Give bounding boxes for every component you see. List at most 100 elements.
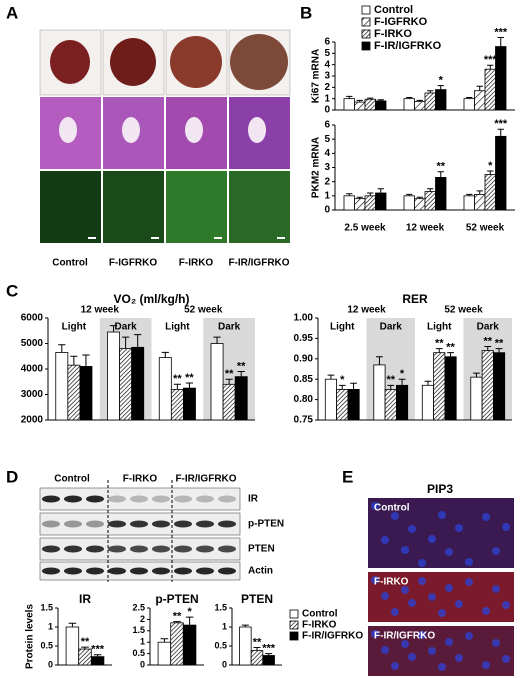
significance: *** bbox=[262, 643, 276, 655]
bar bbox=[433, 352, 446, 421]
y-tick-label: 1.00 bbox=[294, 313, 314, 324]
y-tick-label: 0.5 bbox=[214, 640, 227, 650]
error-bar bbox=[346, 95, 353, 99]
panel-letter: E bbox=[342, 467, 353, 486]
bar bbox=[158, 357, 172, 421]
scale-bar bbox=[151, 237, 159, 239]
significance: ** bbox=[435, 338, 444, 350]
blot-band bbox=[218, 495, 236, 503]
error-bar bbox=[93, 654, 102, 657]
blot-band bbox=[64, 567, 82, 575]
significance: ** bbox=[81, 636, 90, 648]
blot-band bbox=[196, 545, 214, 553]
error-bar bbox=[376, 356, 383, 365]
legend-swatch bbox=[361, 5, 371, 15]
significance: ** bbox=[237, 360, 246, 372]
nucleus bbox=[391, 662, 399, 670]
significance: ** bbox=[436, 161, 445, 173]
bar bbox=[484, 68, 496, 111]
error-bar bbox=[473, 372, 480, 378]
y-tick-label: 4000 bbox=[21, 364, 44, 375]
bar bbox=[234, 376, 248, 421]
bar bbox=[474, 194, 486, 211]
blot-band bbox=[42, 567, 60, 575]
bar bbox=[250, 650, 264, 666]
liver bbox=[170, 36, 222, 88]
bar bbox=[463, 98, 475, 111]
category-label: Dark bbox=[380, 322, 403, 333]
bar bbox=[343, 195, 355, 211]
error-bar bbox=[58, 344, 66, 353]
bar bbox=[170, 622, 184, 666]
error-bar bbox=[82, 354, 90, 367]
error-bar bbox=[484, 346, 492, 351]
image-label: F-IRKO bbox=[374, 577, 409, 588]
nucleus bbox=[455, 524, 463, 532]
fluorescence-image bbox=[40, 171, 101, 243]
category-label: 2.5 week bbox=[344, 223, 386, 234]
error-bar bbox=[497, 128, 504, 137]
y-axis-label: Protein levels bbox=[25, 604, 36, 669]
chart-title: IR bbox=[79, 592, 91, 606]
y-tick-label: 0.80 bbox=[294, 394, 314, 405]
bar bbox=[79, 366, 93, 421]
bar bbox=[495, 135, 507, 211]
y-tick-label: 4 bbox=[324, 59, 330, 70]
error-bar bbox=[241, 624, 249, 627]
bar bbox=[78, 648, 92, 666]
vessel bbox=[122, 117, 140, 143]
band-label: PTEN bbox=[248, 544, 275, 555]
y-tick-label: 0.85 bbox=[294, 374, 314, 385]
bar bbox=[364, 195, 376, 211]
significance: *** bbox=[494, 118, 508, 130]
bar bbox=[481, 350, 494, 421]
error-bar bbox=[356, 99, 363, 103]
bar bbox=[354, 101, 366, 111]
error-bar bbox=[387, 384, 395, 390]
error-bar bbox=[377, 99, 384, 101]
vessel bbox=[248, 117, 266, 143]
nucleus bbox=[418, 631, 426, 639]
y-tick-label: 3000 bbox=[21, 389, 44, 400]
nucleus bbox=[465, 578, 473, 586]
image-label: F-IR/IGFRKO bbox=[374, 631, 435, 642]
error-bar bbox=[185, 616, 194, 626]
error-bar bbox=[437, 171, 444, 178]
blot-band bbox=[152, 545, 170, 553]
y-tick-label: 1.5 bbox=[40, 602, 53, 612]
blot-band bbox=[130, 520, 148, 528]
bar bbox=[444, 356, 457, 421]
blot-band bbox=[42, 520, 60, 528]
legend-label: F-IR/IGFRKO bbox=[302, 631, 363, 642]
category-label: Light bbox=[62, 322, 87, 333]
y-tick-label: 2000 bbox=[21, 415, 44, 426]
bar bbox=[210, 343, 224, 421]
nucleus bbox=[418, 577, 426, 585]
blot-band bbox=[196, 520, 214, 528]
panel-letter: D bbox=[6, 467, 18, 486]
error-bar bbox=[160, 638, 169, 643]
scale-bar bbox=[277, 237, 285, 239]
nucleus bbox=[502, 601, 510, 609]
blot-band bbox=[152, 520, 170, 528]
blot-band bbox=[64, 545, 82, 553]
blot-band bbox=[86, 520, 104, 528]
y-tick-label: 1 bbox=[324, 190, 330, 201]
liver bbox=[50, 40, 90, 84]
y-axis-label: Ki67 mRNA bbox=[311, 49, 322, 103]
bar bbox=[403, 98, 415, 111]
error-bar bbox=[416, 196, 423, 199]
blot-band bbox=[130, 495, 148, 503]
bar bbox=[65, 626, 80, 666]
y-tick-label: 1.5 bbox=[132, 625, 145, 635]
image-label: Control bbox=[52, 258, 88, 269]
nucleus bbox=[391, 608, 399, 616]
category-label: 52 week bbox=[466, 223, 505, 234]
legend-swatch bbox=[289, 620, 299, 630]
chart-title: RER bbox=[402, 292, 428, 306]
group-label: 12 week bbox=[81, 305, 120, 316]
significance: *** bbox=[91, 644, 105, 656]
fluorescence-image bbox=[166, 171, 227, 243]
bar bbox=[90, 656, 105, 666]
y-axis-label: PKM2 mRNA bbox=[311, 137, 322, 198]
